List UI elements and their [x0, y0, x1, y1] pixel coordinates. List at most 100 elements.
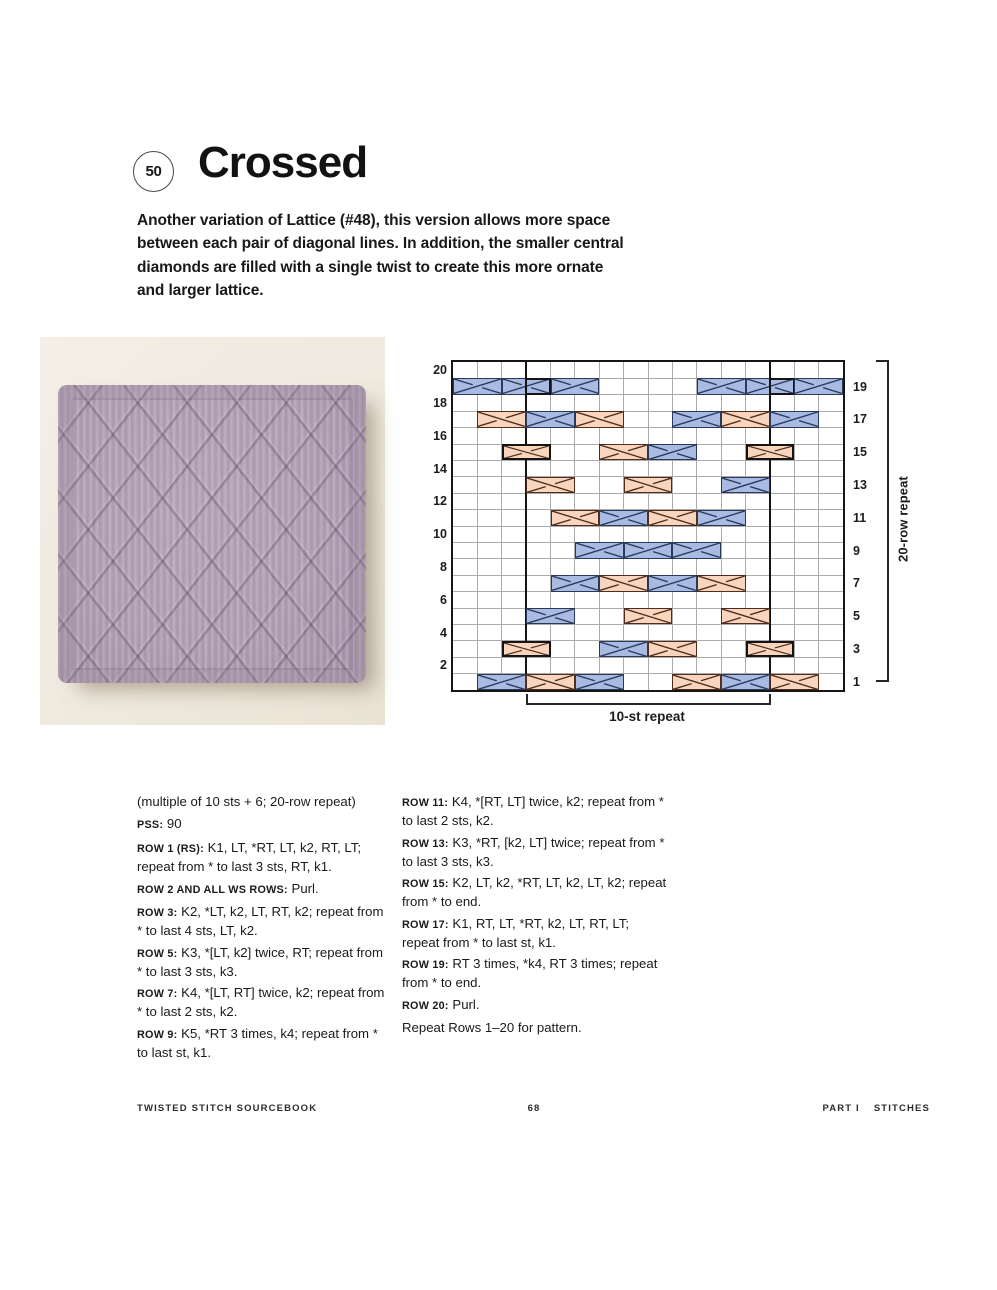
right-twist-symbol: [526, 608, 575, 625]
row-instruction: ROW 3: K2, *LT, k2, LT, RT, k2; repeat f…: [137, 904, 384, 938]
row-number-left: 16: [433, 428, 447, 443]
row-number-left: 14: [433, 461, 447, 476]
row-number-left: 20: [433, 363, 447, 378]
left-twist-symbol: [623, 608, 673, 625]
left-twist-symbol: [599, 575, 648, 592]
row-instruction: ROW 15: K2, LT, k2, *RT, LT, k2, LT, k2;…: [402, 875, 667, 909]
footer-book-title: TWISTED STITCH SOURCEBOOK: [137, 1103, 318, 1114]
row-instruction: ROW 11: K4, *[RT, LT] twice, k2; repeat …: [402, 794, 664, 828]
left-twist-symbol: [769, 673, 819, 690]
left-twist-symbol: [721, 608, 770, 625]
right-twist-symbol: [623, 542, 673, 559]
row-number-left: 4: [440, 625, 447, 640]
left-twist-symbol: [550, 509, 600, 526]
row-label: ROW 19:: [402, 959, 449, 971]
row-instruction: ROW 5: K3, *[LT, k2] twice, RT; repeat f…: [137, 944, 383, 979]
grid-line-h: [453, 558, 843, 560]
row-number-right: 13: [853, 478, 867, 492]
swatch-photo: [40, 337, 385, 725]
row-label: ROW 9:: [137, 1028, 178, 1041]
row-number-left: 8: [440, 560, 447, 574]
right-twist-symbol: [599, 640, 648, 658]
row-label: ROW 7:: [137, 988, 178, 1000]
grid-line-h: [453, 673, 843, 675]
row-label: ROW 15:: [402, 878, 449, 890]
stitch-multiple-note: (multiple of 10 sts + 6; 20-row repeat): [137, 794, 356, 809]
row-label: ROW 3:: [137, 907, 178, 919]
row-instruction: ROW 20: Purl.: [402, 996, 480, 1012]
left-twist-symbol: [623, 476, 673, 494]
left-twist-symbol: [696, 575, 746, 592]
left-twist-symbol: [648, 640, 697, 658]
right-twist-symbol: [453, 378, 502, 395]
row-label: ROW 20:: [402, 999, 449, 1012]
left-twist-symbol: [721, 411, 770, 428]
rows-left: ROW 1 (RS): K1, LT, *RT, LT, k2, RT, LT;…: [137, 839, 389, 1061]
row-number-left: 10: [433, 527, 447, 542]
row-number-right: 19: [853, 379, 867, 394]
repeat-boundary-outline: [525, 377, 551, 396]
row-number-right: 1: [853, 674, 860, 689]
right-twist-symbol: [648, 444, 697, 461]
grid-line-h: [453, 377, 843, 379]
right-twist-symbol: [672, 411, 722, 428]
row-number-right: 7: [853, 576, 860, 591]
left-twist-symbol: [526, 673, 575, 690]
left-twist-symbol: [599, 444, 648, 461]
row-number-left: 12: [433, 494, 447, 509]
row-instruction: ROW 1 (RS): K1, LT, *RT, LT, k2, RT, LT;…: [137, 840, 362, 874]
grid-line-h: [453, 525, 843, 527]
row-number-right: 3: [853, 642, 860, 656]
left-twist-symbol: [574, 411, 624, 428]
left-twist-symbol: [501, 444, 551, 461]
repeat-boundary-line: [524, 362, 528, 690]
right-twist-symbol: [745, 377, 795, 396]
knitted-swatch: [58, 385, 366, 683]
row-instruction: ROW 7: K4, *[LT, RT] twice, k2; repeat f…: [137, 985, 385, 1019]
stitch-chart: 20 18 16 14 12 10 8 6 4 2 19 17 15 13 11 9 7 5 3 1: [433, 360, 867, 692]
row-instruction: Repeat Rows 1–20 for pattern.: [402, 1020, 582, 1035]
left-twist-symbol: [501, 640, 551, 658]
left-twist-symbol: [745, 640, 795, 658]
right-twist-symbol: [696, 509, 746, 526]
row-label: ROW 2 AND ALL WS ROWS:: [137, 883, 288, 896]
row-label: ROW 11:: [402, 797, 449, 809]
rows-right: ROW 11: K4, *[RT, LT] twice, k2; repeat …: [402, 793, 670, 1036]
left-twist-symbol: [745, 444, 795, 461]
left-twist-symbol: [477, 411, 527, 428]
right-twist-symbol: [672, 542, 722, 559]
right-twist-symbol: [769, 411, 819, 428]
row-repeat-bracket: [876, 360, 889, 682]
repeat-boundary-line: [768, 362, 772, 690]
right-twist-symbol: [574, 542, 624, 559]
right-twist-symbol: [550, 378, 600, 395]
right-twist-symbol: [550, 575, 600, 592]
row-label: ROW 13:: [402, 837, 449, 850]
right-twist-symbol: [526, 411, 575, 428]
stitch-repeat-label: 10-st repeat: [609, 709, 685, 724]
row-number-right: 17: [853, 412, 867, 427]
pss-line: PSS: 90: [137, 815, 389, 834]
footer-part: PART I: [822, 1103, 860, 1114]
row-instruction: ROW 17: K1, RT, LT, *RT, k2, LT, RT, LT;…: [402, 915, 630, 950]
grid-line-h: [453, 656, 843, 658]
grid-line-h: [453, 591, 843, 593]
row-instruction: ROW 2 AND ALL WS ROWS: Purl.: [137, 880, 319, 896]
grid-line-h: [453, 410, 843, 412]
instructions-right-column: ROW 11: K4, *[RT, LT] twice, k2; repeat …: [402, 793, 670, 1041]
row-number-right: 9: [853, 543, 860, 558]
row-number-left: 2: [440, 658, 447, 673]
grid-line-h: [453, 459, 843, 461]
page-title: Crossed: [198, 138, 368, 187]
row-label: ROW 5:: [137, 947, 178, 960]
right-twist-symbol: [794, 378, 843, 395]
right-twist-symbol: [721, 476, 770, 494]
left-twist-symbol: [648, 509, 697, 526]
intro-paragraph: Another variation of Lattice (#48), this…: [137, 212, 624, 299]
pss-label: PSS:: [137, 819, 164, 831]
repeat-boundary-outline: [768, 377, 795, 396]
left-twist-symbol: [672, 673, 722, 690]
pattern-number-badge: 50: [133, 151, 174, 192]
pattern-number: 50: [145, 163, 162, 180]
